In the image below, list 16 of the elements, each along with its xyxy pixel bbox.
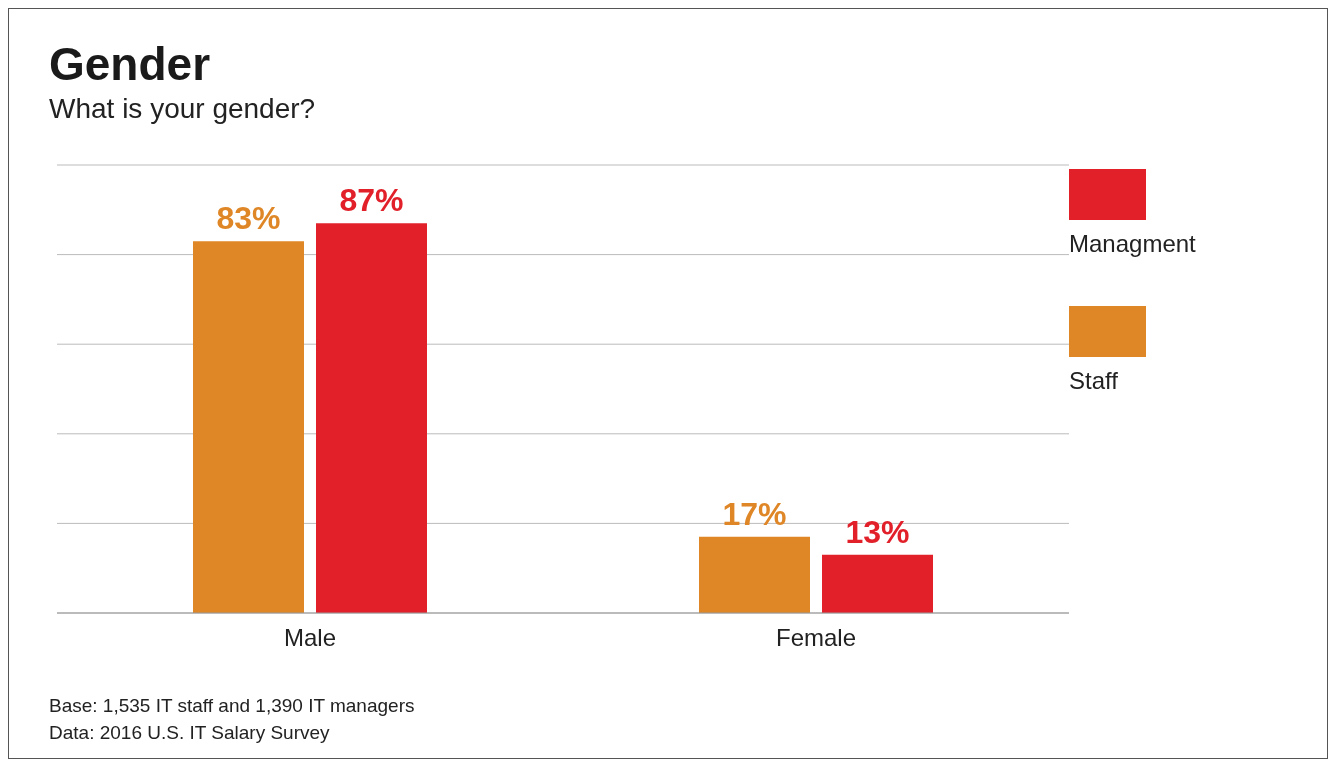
data-label: 13% — [845, 513, 910, 550]
data-label: 17% — [722, 495, 787, 532]
bar — [193, 241, 304, 613]
x-tick-label: Female — [775, 624, 857, 652]
chart-title: Gender — [49, 37, 211, 91]
bar — [316, 223, 427, 613]
legend-label: Staff — [1069, 367, 1119, 395]
text: Base: 1,535 IT staff and 1,390 IT managers — [49, 694, 415, 718]
x-tick-label: Male — [283, 624, 337, 652]
legend-label: Managment — [1069, 230, 1197, 258]
bar — [699, 536, 810, 613]
bar — [822, 554, 933, 613]
text: Data: 2016 U.S. IT Salary Survey — [49, 721, 331, 745]
data-label: 87% — [339, 182, 404, 219]
data-label: 83% — [216, 200, 281, 237]
chart-subtitle: What is your gender? — [49, 93, 316, 125]
